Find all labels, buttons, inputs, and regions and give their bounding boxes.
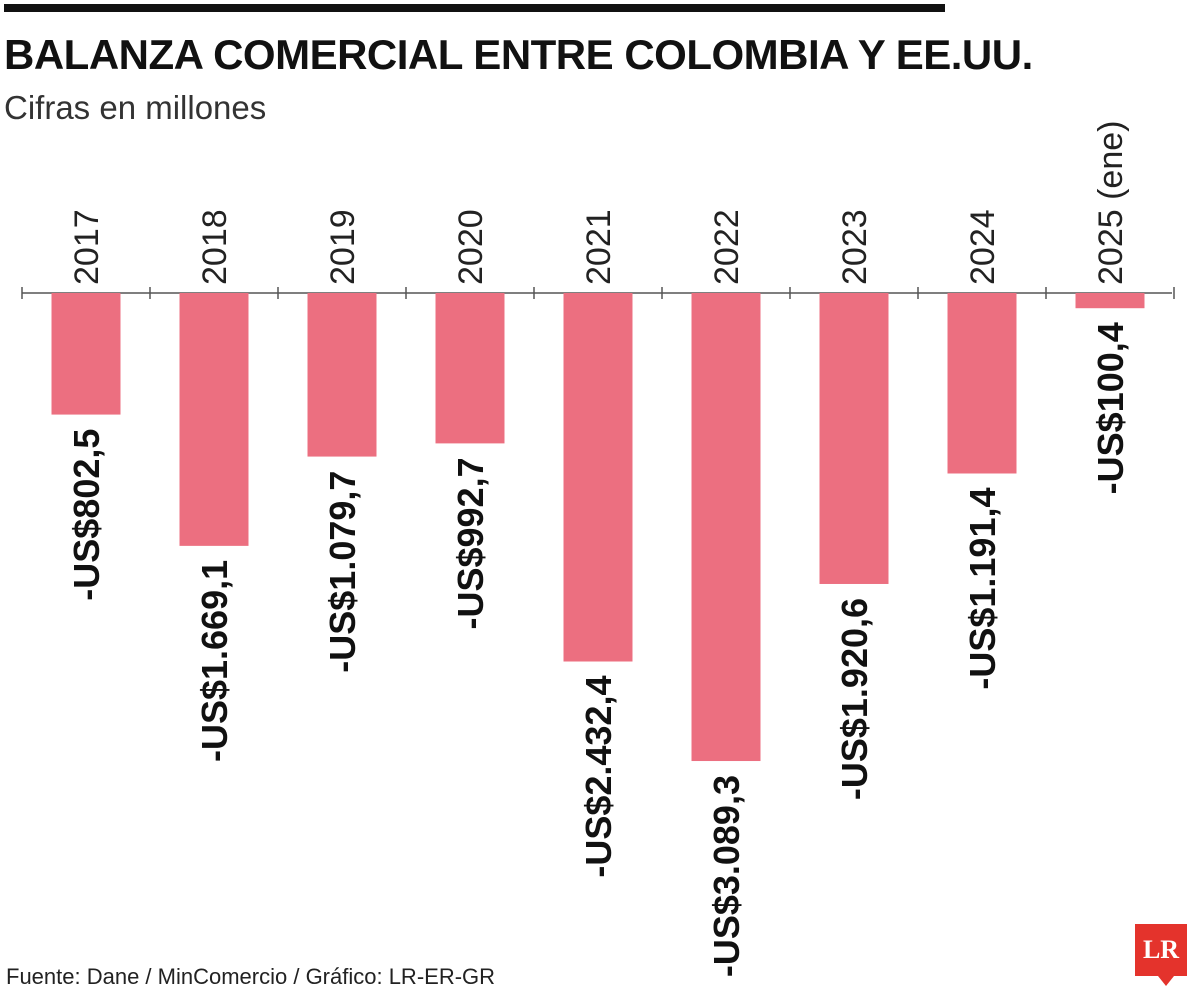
lr-logo: LR bbox=[1135, 924, 1187, 976]
bar bbox=[179, 293, 249, 546]
data-label: -US$1.669,1 bbox=[194, 560, 235, 762]
category-label: 2020 bbox=[452, 209, 490, 285]
category-label: 2025 (ene) bbox=[1092, 121, 1130, 285]
data-label: -US$802,5 bbox=[66, 429, 107, 601]
category-label: 2018 bbox=[196, 209, 234, 285]
bar bbox=[51, 293, 121, 415]
category-label: 2024 bbox=[964, 209, 1002, 285]
chart-subtitle: Cifras en millones bbox=[4, 89, 267, 126]
bar bbox=[563, 293, 633, 662]
bar bbox=[307, 293, 377, 457]
category-label: 2019 bbox=[324, 209, 362, 285]
category-label: 2022 bbox=[708, 209, 746, 285]
data-label: -US$3.089,3 bbox=[706, 775, 747, 977]
data-label: -US$1.920,6 bbox=[834, 598, 875, 800]
title-rule bbox=[4, 4, 945, 12]
data-label: -US$100,4 bbox=[1090, 322, 1131, 494]
bar bbox=[947, 293, 1017, 474]
category-label: 2021 bbox=[580, 209, 618, 285]
source-note: Fuente: Dane / MinComercio / Gráfico: LR… bbox=[6, 964, 496, 989]
bar bbox=[435, 293, 505, 444]
bar bbox=[1075, 293, 1145, 309]
chart-title: BALANZA COMERCIAL ENTRE COLOMBIA Y EE.UU… bbox=[4, 31, 1033, 78]
bar bbox=[691, 293, 761, 762]
category-label: 2017 bbox=[68, 209, 106, 285]
data-label: -US$1.079,7 bbox=[322, 471, 363, 673]
data-label: -US$992,7 bbox=[450, 457, 491, 629]
lr-logo-tail bbox=[1158, 976, 1174, 986]
data-label: -US$1.191,4 bbox=[962, 487, 1003, 689]
bar bbox=[819, 293, 889, 584]
data-label: -US$2.432,4 bbox=[578, 676, 619, 878]
category-label: 2023 bbox=[836, 209, 874, 285]
